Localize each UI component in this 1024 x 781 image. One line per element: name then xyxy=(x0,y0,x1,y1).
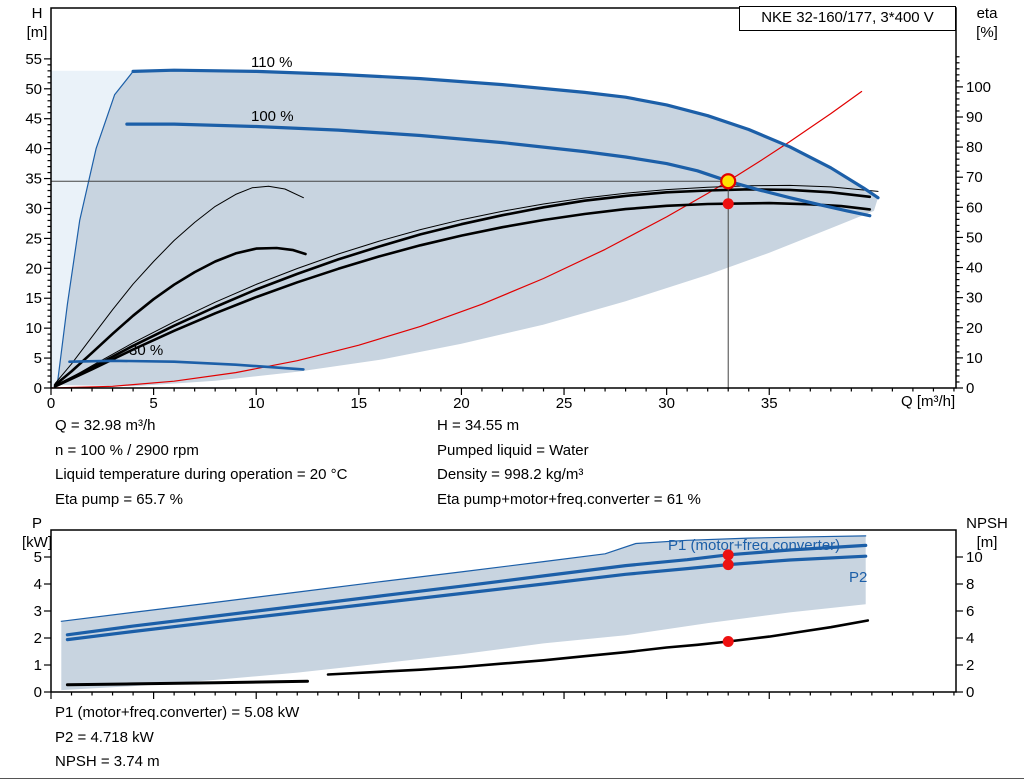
svg-text:10: 10 xyxy=(248,395,265,412)
svg-text:5: 5 xyxy=(149,395,157,412)
h-axis-unit: [m] xyxy=(26,24,48,41)
svg-text:35: 35 xyxy=(761,395,778,412)
q-axis-title: Q [m³/h] xyxy=(901,393,956,410)
eta-pump-text: Eta pump = 65.7 % xyxy=(55,491,183,508)
svg-text:10: 10 xyxy=(966,549,983,566)
svg-text:0: 0 xyxy=(966,684,974,701)
bottom-border-rule xyxy=(0,778,1024,779)
eta-axis-title: eta xyxy=(976,5,998,22)
svg-text:1: 1 xyxy=(34,657,42,674)
p-axis-title: P xyxy=(31,515,42,532)
p1-curve-label: P1 (motor+freq.converter) xyxy=(668,537,841,554)
svg-text:5: 5 xyxy=(34,549,42,566)
svg-text:20: 20 xyxy=(966,320,983,337)
liquid-text: Pumped liquid = Water xyxy=(437,442,589,459)
svg-text:25: 25 xyxy=(556,395,573,412)
svg-text:0: 0 xyxy=(966,380,974,397)
npsh-axis-unit: [m] xyxy=(976,534,998,551)
svg-text:60: 60 xyxy=(966,199,983,216)
svg-text:2: 2 xyxy=(34,630,42,647)
duty-head-text: H = 34.55 m xyxy=(437,417,520,434)
svg-text:10: 10 xyxy=(966,350,983,367)
svg-text:10: 10 xyxy=(25,320,42,337)
p2-curve-label: P2 xyxy=(849,569,868,586)
svg-text:0: 0 xyxy=(34,684,42,701)
svg-text:45: 45 xyxy=(25,111,42,128)
speed-label-100: 100 % xyxy=(251,108,294,125)
duty-flow-text: Q = 32.98 m³/h xyxy=(55,417,156,434)
svg-text:80: 80 xyxy=(966,139,983,156)
npsh-value-text: NPSH = 3.74 m xyxy=(55,753,160,770)
svg-text:70: 70 xyxy=(966,169,983,186)
h-axis-title: H xyxy=(31,5,43,22)
svg-text:100: 100 xyxy=(966,79,991,96)
npsh-axis-title: NPSH xyxy=(966,515,1008,532)
svg-text:0: 0 xyxy=(34,380,42,397)
svg-text:4: 4 xyxy=(34,576,42,593)
svg-text:20: 20 xyxy=(453,395,470,412)
svg-text:90: 90 xyxy=(966,109,983,126)
svg-text:40: 40 xyxy=(966,260,983,277)
svg-text:0: 0 xyxy=(47,395,55,412)
density-text: Density = 998.2 kg/m³ xyxy=(437,466,584,483)
svg-text:50: 50 xyxy=(966,229,983,246)
svg-text:55: 55 xyxy=(25,51,42,68)
svg-text:4: 4 xyxy=(966,630,974,647)
svg-text:20: 20 xyxy=(25,260,42,277)
eta-total-text: Eta pump+motor+freq.converter = 61 % xyxy=(437,491,701,508)
svg-text:30: 30 xyxy=(658,395,675,412)
svg-text:15: 15 xyxy=(25,290,42,307)
svg-text:35: 35 xyxy=(25,171,42,188)
svg-text:5: 5 xyxy=(34,350,42,367)
svg-text:40: 40 xyxy=(25,141,42,158)
svg-text:8: 8 xyxy=(966,576,974,593)
eta-axis-unit: [%] xyxy=(976,24,998,41)
svg-text:2: 2 xyxy=(966,657,974,674)
pump-model-title: NKE 32-160/177, 3*400 V xyxy=(739,6,956,31)
p2-value-text: P2 = 4.718 kW xyxy=(55,729,154,746)
speed-text: n = 100 % / 2900 rpm xyxy=(55,442,199,459)
svg-text:15: 15 xyxy=(350,395,367,412)
svg-text:6: 6 xyxy=(966,603,974,620)
speed-label-110: 110 % xyxy=(251,54,293,71)
speed-label-30: 30 % xyxy=(129,342,164,359)
svg-text:3: 3 xyxy=(34,603,42,620)
temperature-text: Liquid temperature during operation = 20… xyxy=(55,466,348,483)
svg-text:50: 50 xyxy=(25,81,42,98)
svg-text:30: 30 xyxy=(966,290,983,307)
p1-value-text: P1 (motor+freq.converter) = 5.08 kW xyxy=(55,704,300,721)
p-axis-unit: [kW] xyxy=(22,534,52,551)
svg-text:30: 30 xyxy=(25,200,42,217)
svg-text:25: 25 xyxy=(25,230,42,247)
